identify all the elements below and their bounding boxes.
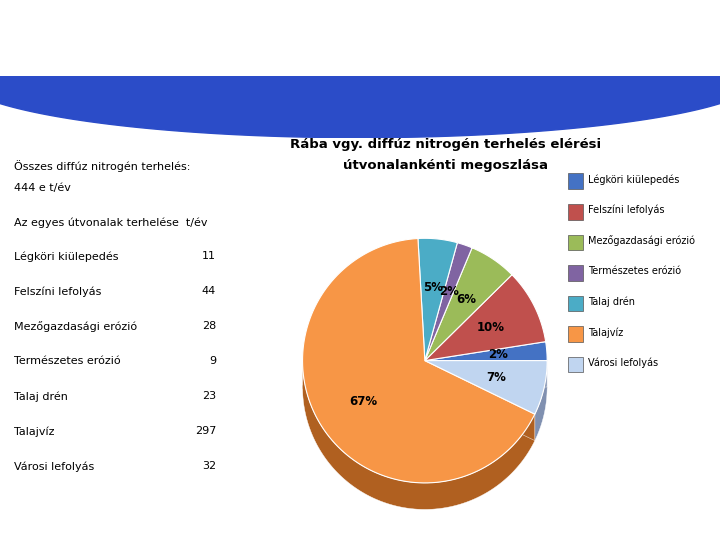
Polygon shape xyxy=(425,361,535,441)
Text: 444 e t/év: 444 e t/év xyxy=(14,183,71,193)
Text: 32: 32 xyxy=(202,462,216,471)
Bar xyxy=(567,296,583,311)
Polygon shape xyxy=(302,359,535,509)
Text: 10%: 10% xyxy=(477,321,505,334)
Polygon shape xyxy=(425,361,547,387)
Polygon shape xyxy=(425,248,512,361)
Text: 2%: 2% xyxy=(488,348,508,361)
Text: Talajvíz: Talajvíz xyxy=(588,327,624,338)
Text: Városi lefolyás: Városi lefolyás xyxy=(588,358,658,368)
Text: Felszíni lefolyás: Felszíni lefolyás xyxy=(14,286,102,297)
Bar xyxy=(567,204,583,220)
Bar xyxy=(567,357,583,373)
Text: Légköri kiülepedés: Légköri kiülepedés xyxy=(14,251,119,262)
Text: 9: 9 xyxy=(209,356,216,366)
Bar xyxy=(567,173,583,189)
Text: Talaj drén: Talaj drén xyxy=(14,392,68,402)
Text: Összes diffúz nitrogén terhelés:: Összes diffúz nitrogén terhelés: xyxy=(14,160,191,172)
Text: Mezőgazdasági erózió: Mezőgazdasági erózió xyxy=(14,321,138,332)
Text: 23: 23 xyxy=(202,392,216,401)
Text: Légköri kiülepedés: Légköri kiülepedés xyxy=(588,174,679,185)
Text: útvonalankénti megoszlása: útvonalankénti megoszlása xyxy=(343,159,548,172)
Text: 6%: 6% xyxy=(456,293,476,306)
Text: 67%: 67% xyxy=(350,395,378,408)
Ellipse shape xyxy=(302,356,547,418)
Text: Talaj drén: Talaj drén xyxy=(588,296,635,307)
Text: Természetes erózió: Természetes erózió xyxy=(14,356,121,366)
Text: 297: 297 xyxy=(194,427,216,436)
Polygon shape xyxy=(418,238,457,361)
Text: 44: 44 xyxy=(202,286,216,296)
Polygon shape xyxy=(425,242,472,361)
Text: 5%: 5% xyxy=(423,281,443,294)
Polygon shape xyxy=(425,275,546,361)
Text: Az egyes útvonalak terhelése  t/év: Az egyes útvonalak terhelése t/év xyxy=(14,217,208,227)
Polygon shape xyxy=(425,342,547,361)
Bar xyxy=(567,265,583,281)
Polygon shape xyxy=(535,361,547,441)
Text: MONERIS EREDMÉNYEI: MONERIS EREDMÉNYEI xyxy=(29,36,313,56)
Polygon shape xyxy=(425,361,547,387)
Polygon shape xyxy=(425,361,535,441)
Text: 2%: 2% xyxy=(439,285,459,298)
Text: 11: 11 xyxy=(202,251,216,261)
Text: Felszíni lefolyás: Felszíni lefolyás xyxy=(588,205,665,215)
Text: 28: 28 xyxy=(202,321,216,332)
Text: Talajvíz: Talajvíz xyxy=(14,427,55,437)
Text: Természetes erózió: Természetes erózió xyxy=(588,266,681,276)
Text: 7%: 7% xyxy=(487,370,506,383)
Text: Mezőgazdasági erózió: Mezőgazdasági erózió xyxy=(588,235,695,246)
Polygon shape xyxy=(302,239,535,483)
Text: Rába vgy. diffúz nitrogén terhelés elérési: Rába vgy. diffúz nitrogén terhelés eléré… xyxy=(289,138,600,151)
Text: Városi lefolyás: Városi lefolyás xyxy=(14,462,94,472)
Polygon shape xyxy=(0,76,720,138)
Polygon shape xyxy=(425,361,547,414)
Bar xyxy=(567,235,583,250)
Bar xyxy=(567,326,583,342)
